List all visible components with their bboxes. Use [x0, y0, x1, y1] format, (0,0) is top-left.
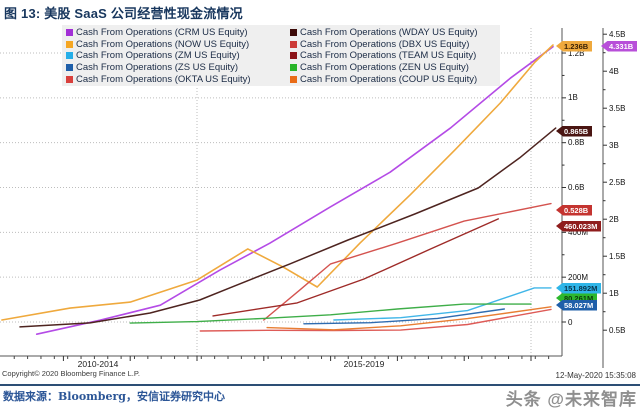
chart-legend: Cash From Operations (CRM US Equity) Cash…	[62, 25, 500, 86]
axis-value-badge: 4.331B	[601, 40, 638, 52]
axis-value-badge: 0.528B	[556, 204, 593, 216]
legend-item-label: Cash From Operations (ZEN US Equity)	[300, 62, 469, 74]
series-line-WDAY	[19, 127, 557, 328]
legend-item: Cash From Operations (OKTA US Equity)	[66, 73, 290, 85]
series-line-ZS	[303, 308, 505, 325]
y-axis-tick-label-outer: 4.5B	[609, 29, 626, 39]
figure-title: 图 13: 美股 SaaS 公司经营性现金流情况	[4, 6, 243, 21]
legend-swatch-icon	[290, 29, 297, 37]
legend-swatch-icon	[66, 75, 73, 83]
legend-item: Cash From Operations (ZS US Equity)	[66, 62, 290, 74]
y-axis-tick-label-inner: 1.2B	[568, 48, 585, 58]
y-axis-tick-label-inner: 400M	[568, 227, 589, 237]
watermark-text: 头条 @未来智库	[505, 390, 637, 409]
y-axis-tick-label-outer: 3B	[609, 140, 619, 150]
y-axis-tick-label-outer: 1.5B	[609, 251, 626, 261]
chart-timestamp: 12-May-2020 15:35:08	[555, 371, 637, 380]
y-axis-tick-label-outer: 0.5B	[609, 325, 626, 335]
legend-column: Cash From Operations (WDAY US Equity) Cas…	[290, 27, 478, 86]
legend-item-label: Cash From Operations (ZM US Equity)	[76, 50, 240, 62]
x-axis-label: 2010-2014	[77, 359, 119, 369]
legend-swatch-icon	[290, 52, 297, 60]
series-line-NOW	[1, 44, 554, 321]
data-source-line: 数据来源：Bloomberg，安信证券研究中心	[3, 390, 225, 403]
axis-value-badge: 58.027M	[556, 299, 598, 311]
series-line-ZEN	[129, 303, 532, 324]
y-axis-tick-label-outer: 2.5B	[609, 177, 626, 187]
legend-swatch-icon	[290, 40, 297, 48]
legend-swatch-icon	[66, 52, 73, 60]
legend-item: Cash From Operations (WDAY US Equity)	[290, 27, 478, 39]
legend-item: Cash From Operations (COUP US Equity)	[290, 73, 478, 85]
legend-item-label: Cash From Operations (CRM US Equity)	[76, 27, 248, 39]
series-line-TEAM	[212, 218, 499, 317]
y-axis-tick-label-inner: 1B	[568, 93, 578, 103]
legend-swatch-icon	[290, 75, 297, 83]
legend-item: Cash From Operations (ZEN US Equity)	[290, 62, 478, 74]
legend-item-label: Cash From Operations (DBX US Equity)	[300, 38, 470, 50]
legend-item: Cash From Operations (TEAM US Equity)	[290, 50, 478, 62]
legend-swatch-icon	[66, 40, 73, 48]
y-axis-tick-label-inner: 0	[568, 317, 573, 327]
legend-item: Cash From Operations (NOW US Equity)	[66, 39, 290, 51]
separator-line	[0, 384, 640, 386]
series-line-CRM	[35, 45, 554, 335]
axis-value-badge: 460.023M	[556, 220, 602, 232]
legend-swatch-icon	[66, 64, 73, 72]
legend-item-label: Cash From Operations (ZS US Equity)	[76, 62, 239, 74]
series-line-COUP	[266, 306, 552, 331]
y-axis-tick-label-outer: 4B	[609, 66, 619, 76]
axis-value-badge: 0.865B	[556, 125, 593, 137]
legend-item-label: Cash From Operations (WDAY US Equity)	[300, 27, 478, 39]
series-line-OKTA	[199, 308, 552, 332]
axis-value-badge: 151.892M	[556, 282, 602, 294]
legend-item-label: Cash From Operations (TEAM US Equity)	[300, 50, 477, 62]
y-axis-tick-label-inner: 0.8B	[568, 138, 585, 148]
legend-item: Cash From Operations (CRM US Equity)	[66, 27, 290, 39]
y-axis-tick-label-outer: 3.5B	[609, 103, 626, 113]
copyright-text: Copyright© 2020 Bloomberg Finance L.P.	[2, 369, 140, 378]
y-axis-tick-label-outer: 1B	[609, 288, 619, 298]
y-axis-tick-label-outer: 2B	[609, 214, 619, 224]
series-line-DBX	[263, 202, 552, 321]
series-line-ZM	[333, 287, 552, 321]
y-axis-tick-label-inner: 0.6B	[568, 183, 585, 192]
legend-item-label: Cash From Operations (COUP US Equity)	[300, 73, 478, 85]
axis-value-badge: 1.236B	[556, 40, 593, 52]
x-axis-label: 2015-2019	[343, 359, 385, 369]
legend-column: Cash From Operations (CRM US Equity) Cash…	[66, 27, 290, 86]
legend-item: Cash From Operations (DBX US Equity)	[290, 39, 478, 51]
legend-swatch-icon	[66, 29, 73, 37]
legend-item: Cash From Operations (ZM US Equity)	[66, 50, 290, 62]
legend-swatch-icon	[290, 64, 297, 72]
legend-item-label: Cash From Operations (OKTA US Equity)	[76, 73, 251, 85]
y-axis-tick-label-inner: 200M	[568, 272, 589, 282]
axis-value-badge: 80.261M	[556, 292, 598, 304]
legend-item-label: Cash From Operations (NOW US Equity)	[76, 38, 250, 50]
